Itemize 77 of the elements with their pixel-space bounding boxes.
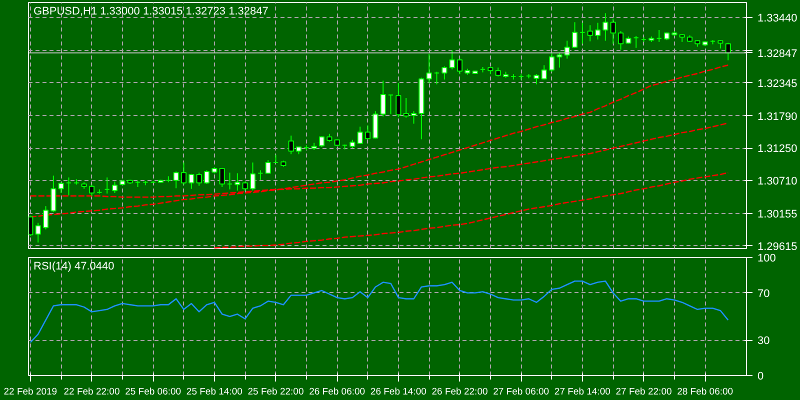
candlestick [610, 18, 616, 44]
y-tick-label: 1.30710 [758, 175, 798, 188]
candlestick [250, 162, 256, 192]
candlestick [426, 53, 432, 84]
candlestick [372, 110, 378, 140]
candlestick [66, 176, 72, 196]
candlestick [618, 30, 624, 50]
candlestick [556, 52, 562, 68]
y-tick-label: 1.33440 [758, 12, 798, 24]
candlestick [104, 176, 110, 194]
candlestick [35, 222, 41, 244]
line-series [214, 172, 729, 248]
y-tick-label: 30 [758, 335, 770, 348]
candlestick [541, 64, 547, 80]
x-tick-label: 27 Feb 06:00 [493, 386, 550, 398]
y-tick-label: 1.31790 [758, 110, 798, 123]
x-tick-label: 22 Feb 22:00 [64, 386, 120, 398]
y-tick-label: 1.29615 [758, 240, 798, 253]
x-tick-label: 27 Feb 22:00 [616, 386, 672, 398]
y-tick-label: 0 [758, 370, 764, 382]
candlestick [173, 170, 179, 189]
candlestick [656, 29, 662, 42]
candlestick [112, 181, 118, 194]
candlestick [265, 160, 271, 174]
candlestick [434, 71, 440, 85]
chart-title: RSI(14) 47.0440 [34, 260, 114, 272]
x-tick-label: 26 Feb 22:00 [432, 386, 488, 398]
candlestick [456, 58, 463, 75]
candlestick [410, 110, 417, 124]
y-tick-label: 70 [758, 288, 770, 300]
x-tick-label: 26 Feb 14:00 [370, 386, 426, 398]
y-tick-label: 1.30155 [758, 208, 798, 221]
candlestick [196, 172, 202, 186]
candlestick [388, 94, 394, 115]
x-tick-label: 22 Feb 2019 [4, 386, 58, 398]
candlestick [234, 172, 240, 192]
x-tick-label: 25 Feb 14:00 [186, 386, 242, 398]
candlestick [633, 35, 639, 48]
candlestick [318, 136, 325, 148]
candlestick [449, 50, 455, 70]
candlestick [357, 126, 363, 145]
x-tick-label: 25 Feb 06:00 [125, 386, 182, 398]
candlestick [572, 22, 578, 48]
candlestick [42, 206, 49, 230]
candlestick [258, 170, 264, 180]
candlestick [403, 98, 409, 118]
candlestick [188, 173, 194, 190]
y-tick-label: 1.32345 [758, 78, 798, 90]
y-tick-label: 100 [758, 252, 776, 264]
x-tick-label: 28 Feb 06:00 [677, 386, 734, 398]
candlestick [534, 74, 540, 85]
x-tick-label: 27 Feb 14:00 [554, 386, 610, 398]
candlestick [88, 184, 95, 196]
candlestick [28, 215, 34, 236]
candlestick [226, 172, 233, 190]
candlestick [580, 22, 586, 44]
ref-line-label: 1.32847 [758, 48, 798, 60]
candlestick [219, 167, 225, 188]
x-tick-label: 25 Feb 22:00 [248, 386, 304, 398]
candlestick [380, 80, 386, 118]
candlestick [594, 22, 601, 40]
candlestick [204, 170, 210, 185]
candlestick [442, 66, 448, 80]
chart-title: GBPUSD,H1 1.33000 1.33015 1.32723 1.32847 [34, 6, 268, 18]
candlestick [58, 182, 64, 194]
candlestick [396, 82, 402, 118]
x-tick-label: 26 Feb 06:00 [309, 386, 366, 398]
y-tick-label: 1.31250 [758, 143, 798, 156]
candlestick [364, 125, 371, 140]
candlestick [602, 12, 608, 42]
line-series [30, 280, 729, 344]
candlestick [50, 175, 56, 213]
candlestick [288, 135, 294, 155]
candlestick [725, 42, 731, 61]
candlestick [587, 24, 593, 42]
candlestick [548, 52, 555, 72]
candlestick [180, 162, 187, 186]
